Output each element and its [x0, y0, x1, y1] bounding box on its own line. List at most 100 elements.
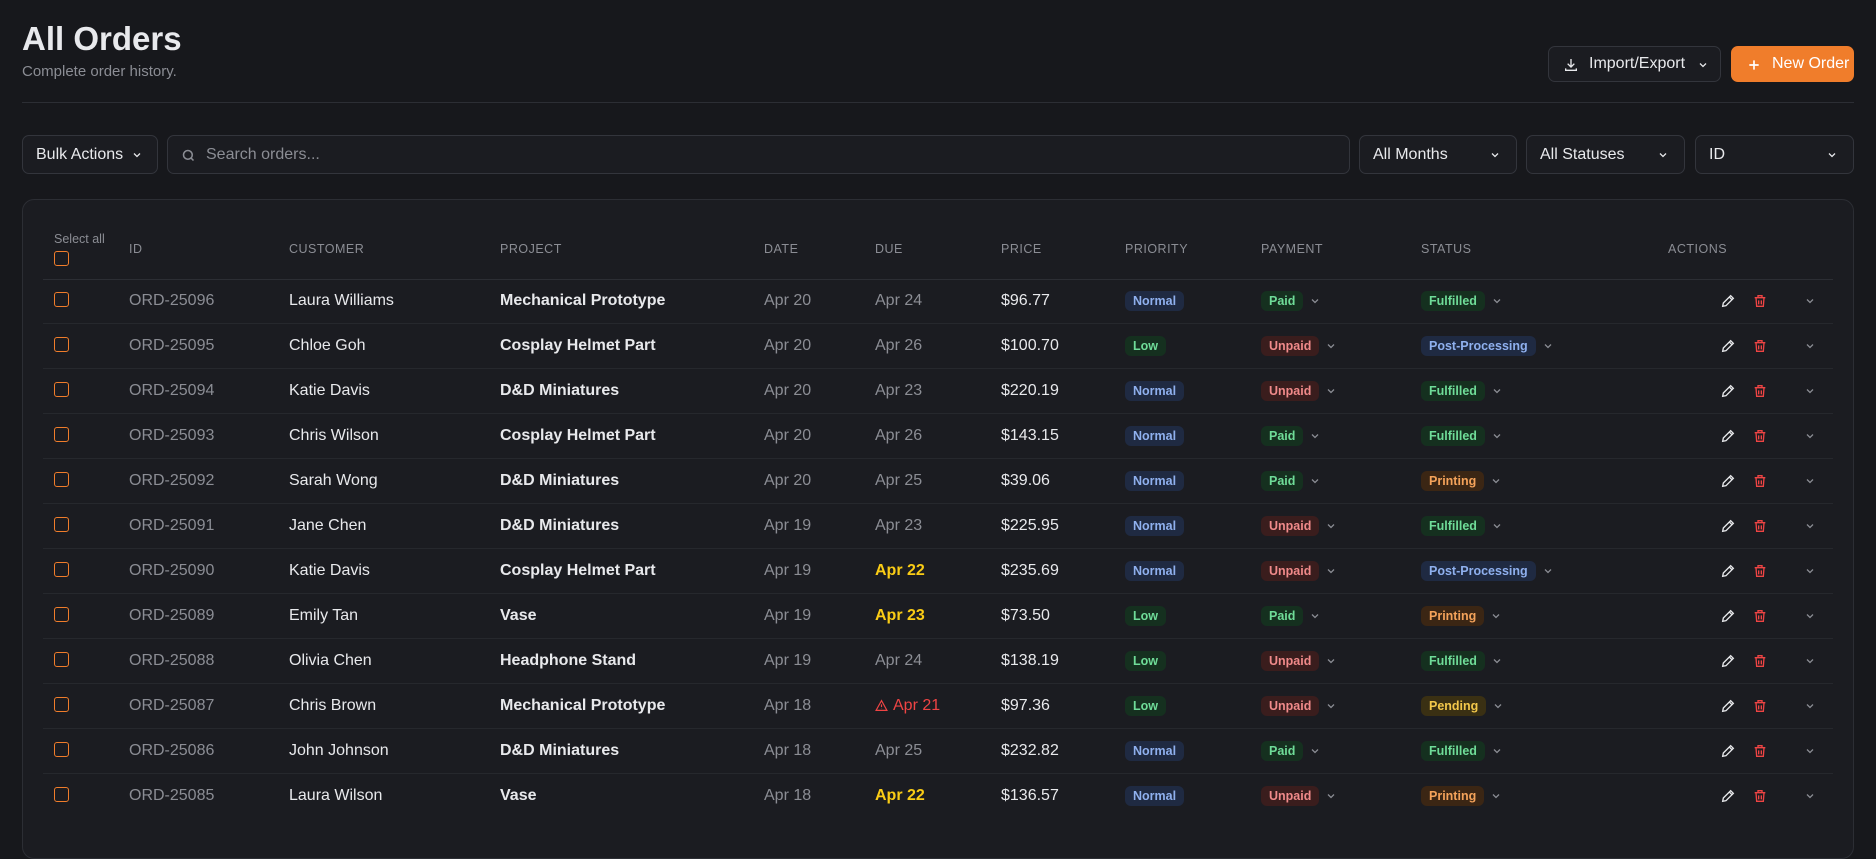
- delete-icon[interactable]: [1752, 563, 1768, 579]
- delete-icon[interactable]: [1752, 698, 1768, 714]
- row-checkbox[interactable]: [54, 742, 69, 757]
- edit-icon[interactable]: [1720, 383, 1736, 399]
- edit-icon[interactable]: [1720, 293, 1736, 309]
- badge: Normal: [1125, 291, 1185, 311]
- edit-icon[interactable]: [1720, 338, 1736, 354]
- badge[interactable]: Pending: [1421, 696, 1487, 716]
- edit-icon[interactable]: [1720, 518, 1736, 534]
- badge: Low: [1125, 336, 1166, 356]
- edit-icon[interactable]: [1720, 743, 1736, 759]
- delete-icon[interactable]: [1752, 788, 1768, 804]
- delete-icon[interactable]: [1752, 608, 1768, 624]
- filter-label: All Statuses: [1540, 145, 1625, 163]
- badge[interactable]: Printing: [1421, 606, 1485, 626]
- row-checkbox[interactable]: [54, 562, 69, 577]
- chevron: [1699, 63, 1707, 68]
- badge[interactable]: Fulfilled: [1421, 651, 1485, 671]
- due-date: Apr 25: [875, 472, 923, 489]
- bulk-actions-button[interactable]: Bulk Actions: [22, 135, 158, 174]
- row-checkbox[interactable]: [54, 337, 69, 352]
- badge[interactable]: Unpaid: [1261, 696, 1320, 716]
- badge[interactable]: Fulfilled: [1421, 516, 1485, 536]
- filter-dropdown[interactable]: All Months: [1359, 135, 1517, 174]
- badge[interactable]: Printing: [1421, 471, 1485, 491]
- row-checkbox[interactable]: [54, 787, 69, 802]
- badge[interactable]: Fulfilled: [1421, 291, 1485, 311]
- edit-icon[interactable]: [1720, 608, 1736, 624]
- edit-icon[interactable]: [1720, 428, 1736, 444]
- delete-icon[interactable]: [1752, 473, 1768, 489]
- badge[interactable]: Unpaid: [1261, 381, 1320, 401]
- column-header: ID: [129, 242, 143, 256]
- badge[interactable]: Paid: [1261, 606, 1304, 626]
- badge[interactable]: Unpaid: [1261, 561, 1320, 581]
- search-input[interactable]: Search orders...: [167, 135, 1350, 174]
- badge[interactable]: Post-Processing: [1421, 561, 1536, 581]
- row-checkbox[interactable]: [54, 292, 69, 307]
- row-divider: [43, 773, 1833, 774]
- row-checkbox[interactable]: [54, 517, 69, 532]
- badge[interactable]: Unpaid: [1261, 516, 1320, 536]
- delete-icon[interactable]: [1752, 428, 1768, 444]
- badge[interactable]: Paid: [1261, 426, 1304, 446]
- project: Vase: [500, 607, 537, 624]
- badge[interactable]: Unpaid: [1261, 651, 1320, 671]
- import-export-button[interactable]: Import/Export: [1548, 46, 1721, 82]
- chevron: [1492, 614, 1500, 619]
- edit-icon[interactable]: [1720, 473, 1736, 489]
- edit-icon[interactable]: [1720, 653, 1736, 669]
- badge[interactable]: Unpaid: [1261, 786, 1320, 806]
- edit-icon[interactable]: [1720, 788, 1736, 804]
- row-checkbox[interactable]: [54, 652, 69, 667]
- customer: Laura Williams: [289, 292, 394, 309]
- price: $220.19: [1001, 382, 1059, 399]
- filter-label: All Months: [1373, 145, 1448, 163]
- filter-dropdown[interactable]: ID: [1695, 135, 1854, 174]
- filter-label: ID: [1709, 145, 1725, 163]
- delete-icon[interactable]: [1752, 338, 1768, 354]
- delete-icon[interactable]: [1752, 293, 1768, 309]
- chevron: [1493, 524, 1501, 529]
- badge[interactable]: Fulfilled: [1421, 381, 1485, 401]
- select-all-checkbox[interactable]: [54, 251, 69, 266]
- column-header: ACTIONS: [1668, 242, 1728, 256]
- row-checkbox[interactable]: [54, 697, 69, 712]
- badge: Normal: [1125, 471, 1185, 491]
- order-id: ORD-25095: [129, 337, 215, 354]
- row-checkbox[interactable]: [54, 472, 69, 487]
- badge: Normal: [1125, 381, 1185, 401]
- chevron: [1828, 153, 1836, 158]
- column-header: DUE: [875, 242, 903, 256]
- badge[interactable]: Paid: [1261, 291, 1304, 311]
- badge[interactable]: Paid: [1261, 741, 1304, 761]
- row-divider: [43, 458, 1833, 459]
- badge[interactable]: Fulfilled: [1421, 426, 1485, 446]
- row-checkbox[interactable]: [54, 382, 69, 397]
- order-id: ORD-25091: [129, 517, 215, 534]
- delete-icon[interactable]: [1752, 743, 1768, 759]
- chevron: [1311, 299, 1319, 304]
- row-checkbox[interactable]: [54, 607, 69, 622]
- badge: Normal: [1125, 741, 1185, 761]
- edit-icon[interactable]: [1720, 563, 1736, 579]
- badge: Low: [1125, 651, 1166, 671]
- badge[interactable]: Unpaid: [1261, 336, 1320, 356]
- delete-icon[interactable]: [1752, 383, 1768, 399]
- due-date: Apr 23: [875, 607, 925, 624]
- row-checkbox[interactable]: [54, 427, 69, 442]
- plus-icon: [1749, 60, 1759, 70]
- badge[interactable]: Fulfilled: [1421, 741, 1485, 761]
- badge[interactable]: Post-Processing: [1421, 336, 1536, 356]
- filter-dropdown[interactable]: All Statuses: [1526, 135, 1685, 174]
- new-order-button[interactable]: New Order: [1731, 46, 1854, 82]
- edit-icon[interactable]: [1720, 698, 1736, 714]
- chevron: [133, 153, 141, 158]
- due-date: Apr 24: [875, 652, 923, 669]
- chevron: [1311, 614, 1319, 619]
- due-date: Apr 22: [875, 787, 925, 804]
- badge[interactable]: Paid: [1261, 471, 1304, 491]
- delete-icon[interactable]: [1752, 518, 1768, 534]
- delete-icon[interactable]: [1752, 653, 1768, 669]
- order-id: ORD-25085: [129, 787, 215, 804]
- badge[interactable]: Printing: [1421, 786, 1485, 806]
